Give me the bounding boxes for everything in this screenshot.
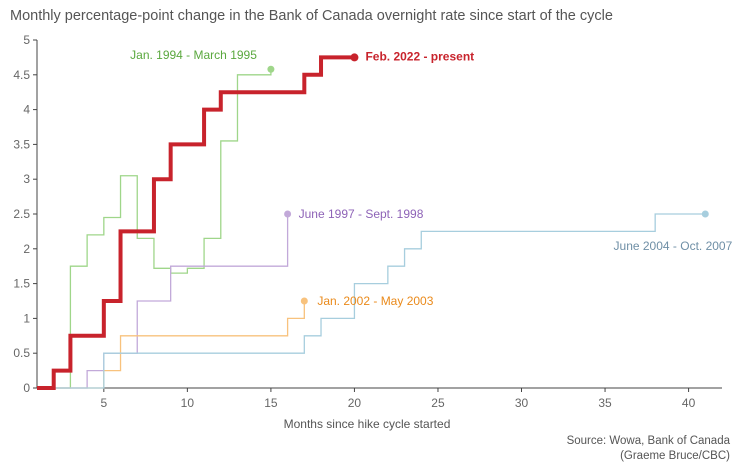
y-tick-label: 1.5 (13, 277, 30, 291)
x-tick-label: 10 (181, 396, 195, 410)
series-line (37, 214, 289, 389)
y-tick-label: 0.5 (13, 346, 30, 360)
y-tick-label: 4 (23, 103, 30, 117)
x-tick-label: 5 (100, 396, 107, 410)
series-label: June 1997 - Sept. 1998 (299, 207, 424, 221)
series-label: Jan. 2002 - May 2003 (317, 294, 433, 308)
series-endpoint (350, 53, 359, 62)
x-tick-label: 40 (682, 396, 696, 410)
series-endpoint (267, 65, 275, 73)
series-line (37, 213, 706, 389)
x-tick-label: 20 (348, 396, 362, 410)
chart-title: Monthly percentage-point change in the B… (10, 8, 613, 24)
series-labels: Jan. 1994 - March 1995 June 1997 - Sept. … (130, 48, 732, 308)
x-tick-label: 15 (264, 396, 278, 410)
series-label: Jan. 1994 - March 1995 (130, 48, 257, 62)
x-tick-label: 30 (515, 396, 529, 410)
source-note: Source: Wowa, Bank of Canada (567, 435, 731, 447)
x-tick-label: 35 (598, 396, 612, 410)
series-label: June 2004 - Oct. 2007 (614, 239, 733, 253)
series-line (37, 69, 272, 389)
series-endpoint (300, 297, 308, 305)
y-tick-label: 2 (23, 242, 30, 256)
y-tick-label: 3 (23, 172, 30, 186)
y-tick-label: 2.5 (13, 207, 30, 221)
axes: 0 0.5 1 1.5 2 2.5 3 3.5 4 4.5 5 5 10 15 20 25 30 35 40 (13, 33, 722, 410)
y-tick-label: 1 (23, 311, 30, 325)
series-endpoint (284, 210, 292, 218)
x-tick-label: 25 (431, 396, 445, 410)
series-line (37, 55, 355, 390)
y-tick-label: 3.5 (13, 137, 30, 151)
series-layer (37, 53, 709, 390)
credit-note: (Graeme Bruce/CBC) (620, 450, 730, 462)
x-axis-label: Months since hike cycle started (284, 417, 451, 431)
y-tick-label: 0 (23, 381, 30, 395)
series-label: Feb. 2022 - present (365, 49, 474, 63)
series-line (37, 301, 305, 389)
y-tick-label: 4.5 (13, 68, 30, 82)
y-tick-label: 5 (23, 33, 30, 47)
series-endpoint (701, 210, 709, 218)
